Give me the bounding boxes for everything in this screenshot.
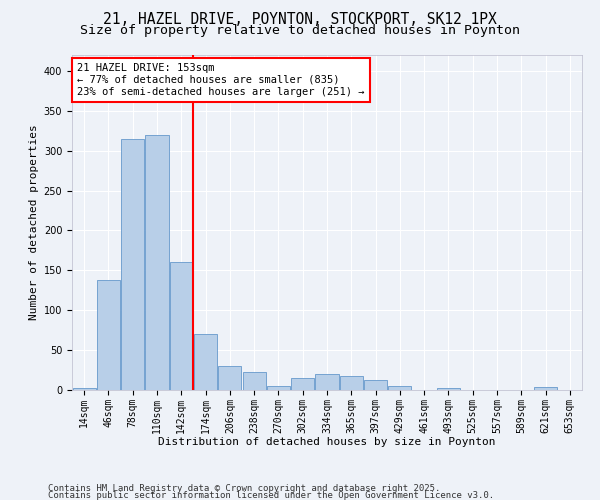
Bar <box>121 138 144 390</box>
Bar <box>267 386 290 390</box>
Text: Contains public sector information licensed under the Open Government Licence v3: Contains public sector information licen… <box>48 490 494 500</box>
Y-axis label: Number of detached properties: Number of detached properties <box>29 124 40 320</box>
Bar <box>145 135 169 390</box>
Bar <box>97 280 120 390</box>
Bar <box>364 380 387 390</box>
Text: Size of property relative to detached houses in Poynton: Size of property relative to detached ho… <box>80 24 520 37</box>
Text: Contains HM Land Registry data © Crown copyright and database right 2025.: Contains HM Land Registry data © Crown c… <box>48 484 440 493</box>
Bar <box>316 374 338 390</box>
Bar <box>218 366 241 390</box>
Text: 21, HAZEL DRIVE, POYNTON, STOCKPORT, SK12 1PX: 21, HAZEL DRIVE, POYNTON, STOCKPORT, SK1… <box>103 12 497 28</box>
Bar <box>170 262 193 390</box>
X-axis label: Distribution of detached houses by size in Poynton: Distribution of detached houses by size … <box>158 437 496 447</box>
Bar <box>388 386 412 390</box>
Bar <box>242 372 266 390</box>
Bar <box>194 334 217 390</box>
Text: 21 HAZEL DRIVE: 153sqm
← 77% of detached houses are smaller (835)
23% of semi-de: 21 HAZEL DRIVE: 153sqm ← 77% of detached… <box>77 64 365 96</box>
Bar <box>534 387 557 390</box>
Bar <box>340 376 363 390</box>
Bar <box>73 388 95 390</box>
Bar <box>437 388 460 390</box>
Bar <box>291 378 314 390</box>
